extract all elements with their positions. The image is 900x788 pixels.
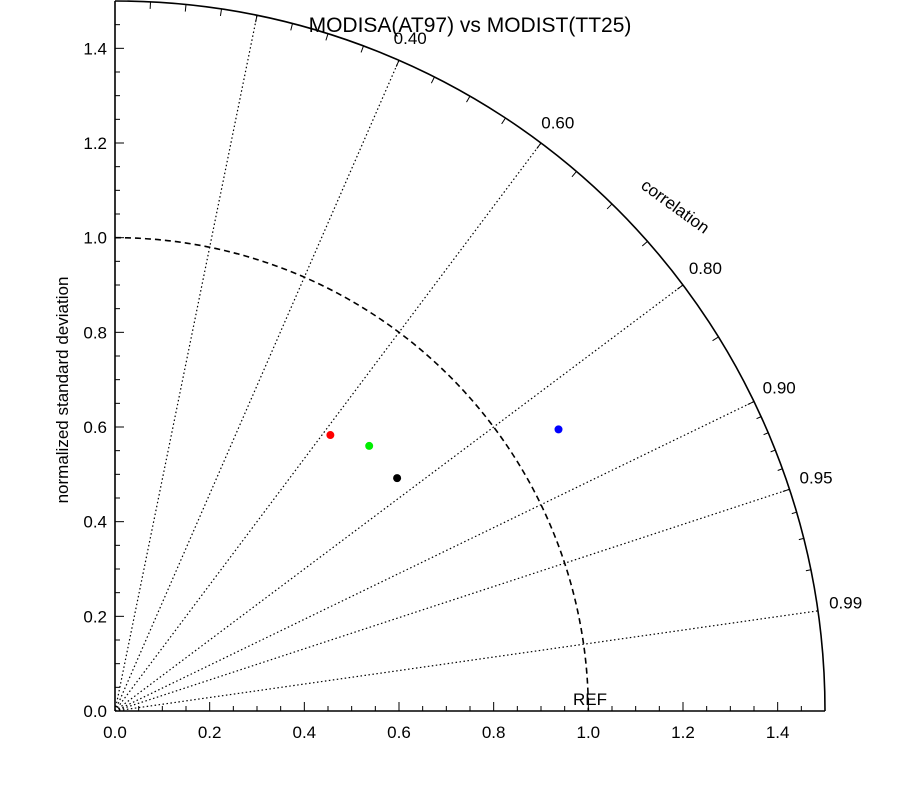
arc-tick (360, 45, 364, 53)
x-tick-label: 0.2 (198, 723, 222, 742)
data-point-2 (365, 441, 374, 450)
ref-label: REF (573, 690, 607, 709)
arc-tick (430, 76, 435, 84)
correlation-tick-label: 0.99 (829, 593, 862, 612)
arc-tick (777, 468, 783, 471)
x-tick-label: 1.4 (766, 723, 790, 742)
correlation-tick-label: 0.60 (541, 114, 574, 133)
arc-tick (466, 95, 471, 103)
arc-tick (641, 241, 648, 247)
y-tick-label: 0.2 (83, 607, 107, 626)
reference-std-arc (114, 236, 590, 712)
arc-tick (763, 432, 769, 436)
x-tick-label: 1.2 (671, 723, 695, 742)
correlation-tick-label: 0.80 (689, 259, 722, 278)
correlation-tick-label: 0.90 (763, 379, 796, 398)
x-tick-label: 0.0 (103, 723, 127, 742)
correlation-arc-label: correlation (638, 176, 713, 238)
correlation-tick-label: 0.20 (246, 0, 279, 2)
arc-tick (184, 4, 187, 12)
correlation-line-0.95 (114, 488, 790, 712)
arc-tick (782, 488, 790, 492)
chart-title: MODISA(AT97) vs MODIST(TT25) (309, 14, 632, 37)
arc-tick (501, 117, 506, 125)
y-tick-label: 0.6 (83, 418, 107, 437)
arc-tick (255, 15, 258, 23)
x-tick-label: 0.8 (482, 723, 506, 742)
arc-tick (219, 8, 222, 17)
arc-tick (290, 23, 293, 31)
correlation-tick-label: 0.95 (800, 469, 833, 488)
axes-layer: 0.0 0.2 0.4 0.6 0.8 1.0 1.2 1.4 0.0 0.2 0.4 0.6 0.8 1… (83, 0, 826, 742)
points-layer (326, 425, 563, 483)
arc-tick (791, 511, 797, 515)
data-point-3 (393, 474, 402, 483)
outer-arc (114, 0, 826, 712)
x-tick-label: 0.4 (293, 723, 317, 742)
arc-tick (536, 142, 542, 149)
correlation-line-0.40 (114, 60, 400, 712)
y-tick-label: 1.2 (83, 134, 107, 153)
arc-tick (756, 416, 762, 420)
y-tick-label: 1.4 (83, 39, 107, 58)
arc-tick (805, 569, 811, 572)
data-point-4 (554, 425, 563, 434)
arc-tick (770, 449, 776, 453)
arc-tick (606, 203, 613, 210)
y-tick-label: 0.4 (83, 513, 107, 532)
arc-tick (325, 33, 329, 41)
correlation-line-0.60 (114, 142, 542, 712)
arc-tick (747, 401, 755, 406)
y-tick-label: 1.0 (83, 229, 107, 248)
arc-tick (712, 336, 719, 342)
correlation-line-0.90 (114, 400, 755, 712)
y-tick-label: 0.0 (83, 702, 107, 721)
x-tick-label: 0.6 (387, 723, 411, 742)
arc-tick (677, 284, 684, 290)
correlation-line-0.80 (114, 284, 684, 712)
correlation-line-0.20 (114, 15, 258, 712)
arc-tick (395, 60, 400, 67)
grid-layer: 0.20 0.40 0.60 0.80 0.90 0.95 0.99 (114, 0, 862, 712)
correlation-tick-label: 0.40 (394, 29, 427, 48)
data-point-1 (326, 431, 335, 440)
x-tick-label: 1.0 (577, 723, 601, 742)
correlation-line-0.99 (114, 610, 818, 712)
y-tick-label: 0.8 (83, 323, 107, 342)
arc-tick (798, 537, 804, 541)
arc-tick (571, 171, 577, 178)
y-axis-label: normalized standard deviation (53, 277, 72, 504)
